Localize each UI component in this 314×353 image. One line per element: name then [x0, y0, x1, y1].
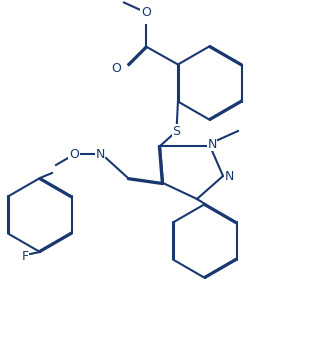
Text: N: N [207, 138, 217, 150]
Text: N: N [95, 148, 105, 161]
Text: N: N [224, 169, 234, 183]
Text: F: F [21, 250, 29, 263]
Text: S: S [172, 125, 181, 138]
Text: O: O [141, 6, 151, 19]
Text: O: O [69, 148, 79, 161]
Text: O: O [111, 62, 121, 75]
